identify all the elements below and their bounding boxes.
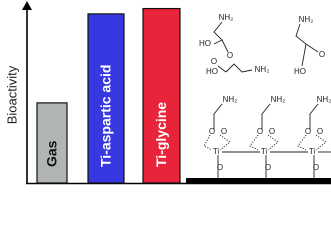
coord-bond xyxy=(267,134,279,151)
chem-label: NH₂ xyxy=(299,15,314,24)
bar-label: Ti-glycine xyxy=(153,102,169,167)
chem-label: NH₂ xyxy=(219,13,234,22)
chem-label: NH₂ xyxy=(255,65,270,74)
bond xyxy=(305,43,319,53)
chem-label: NH₂ xyxy=(271,95,286,104)
chem-label: O xyxy=(319,50,325,59)
chem-label: O xyxy=(317,127,323,136)
bar xyxy=(142,7,181,184)
chem-label: O xyxy=(217,163,223,172)
coord-bond xyxy=(249,134,259,151)
bar-label: Gas xyxy=(44,140,60,167)
y-axis-arrow xyxy=(22,1,32,10)
bond xyxy=(261,103,271,130)
molecule-bonds xyxy=(203,21,331,178)
coord-bond xyxy=(315,134,327,151)
chem-label: NH₂ xyxy=(317,95,331,104)
chem-label: O xyxy=(257,127,263,136)
chem-label: O xyxy=(211,57,217,66)
chem-label: HO xyxy=(199,39,211,48)
bond xyxy=(309,103,319,130)
chem-label: O xyxy=(227,51,233,60)
chem-label: O xyxy=(209,127,215,136)
chem-label: O xyxy=(313,163,319,172)
coord-bond xyxy=(297,134,307,151)
chem-label: O xyxy=(265,163,271,172)
bar-label: Ti-aspartic acid xyxy=(98,65,114,167)
bond xyxy=(217,65,227,73)
chem-label: Ti xyxy=(213,147,220,156)
bond xyxy=(295,23,307,67)
chem-label: NH₂ xyxy=(223,95,238,104)
chem-label: O xyxy=(269,127,275,136)
chart: Bioactivity Gas Ti-aspartic acid Ti-glycin… xyxy=(4,1,331,185)
bond xyxy=(221,39,229,53)
y-axis-label: Bioactivity xyxy=(4,65,19,124)
bar xyxy=(36,102,68,184)
chem-label: HO xyxy=(294,67,306,76)
ti-surface xyxy=(186,178,331,184)
chem-label: HO xyxy=(206,67,218,76)
coord-bond xyxy=(219,134,231,151)
chem-label: Ti xyxy=(309,147,316,156)
coord-bond xyxy=(203,134,213,151)
bond xyxy=(225,63,253,73)
chem-label: O xyxy=(305,127,311,136)
bond xyxy=(213,103,223,130)
chem-label: Ti xyxy=(261,147,268,156)
chem-label: O xyxy=(221,127,227,136)
bond xyxy=(213,21,223,45)
bar xyxy=(87,13,125,184)
